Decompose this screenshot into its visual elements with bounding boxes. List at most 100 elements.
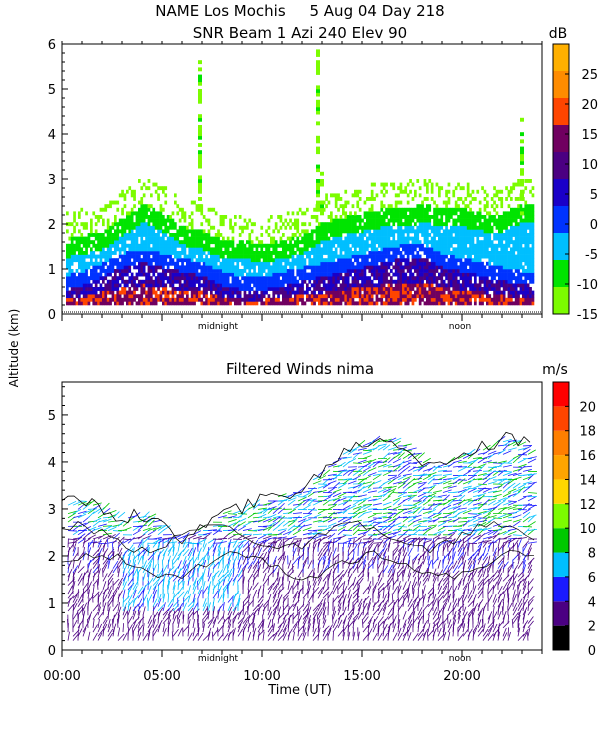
snr-cell xyxy=(174,265,177,270)
snr-cell xyxy=(522,236,525,241)
snr-cell xyxy=(375,236,379,241)
snr-colorbar-swatch xyxy=(553,206,569,233)
snr-cell xyxy=(373,225,376,230)
wind-barb xyxy=(82,572,86,582)
snr-cell xyxy=(205,297,208,302)
snr-cell xyxy=(174,247,177,252)
snr-cell xyxy=(66,301,69,306)
snr-cell xyxy=(116,207,120,212)
snr-cell xyxy=(354,265,357,270)
snr-cell xyxy=(524,283,528,288)
snr-cell xyxy=(524,211,528,216)
snr-cell xyxy=(505,229,508,234)
snr-cell xyxy=(150,294,153,299)
snr-cell xyxy=(140,265,144,270)
snr-cell xyxy=(510,222,513,227)
snr-cell xyxy=(368,276,372,281)
snr-cell xyxy=(195,269,199,273)
snr-cell xyxy=(531,204,535,209)
snr-cell xyxy=(73,225,76,230)
snr-cell xyxy=(118,251,122,255)
snr-cell xyxy=(190,236,194,241)
snr-cell xyxy=(140,243,144,248)
snr-cell xyxy=(289,279,292,284)
snr-cell xyxy=(133,279,136,284)
snr-cell xyxy=(519,240,523,245)
wind-barb xyxy=(122,602,128,612)
snr-cell xyxy=(162,272,165,277)
snr-cell xyxy=(94,297,98,302)
wind-barb xyxy=(97,543,103,552)
snr-cell xyxy=(392,294,396,299)
snr-cell xyxy=(140,233,144,237)
snr-cell xyxy=(267,265,271,270)
snr-cell xyxy=(169,215,172,219)
snr-cell xyxy=(490,301,494,306)
snr-cell xyxy=(210,254,213,259)
snr-cell xyxy=(375,276,379,281)
wind-barb xyxy=(107,598,114,607)
wind-barb xyxy=(97,507,105,514)
snr-cell xyxy=(454,265,458,270)
snr-cell xyxy=(78,297,81,302)
snr-cell xyxy=(378,297,381,302)
snr-cell xyxy=(250,265,254,270)
wind-barb xyxy=(97,512,106,519)
snr-cell xyxy=(529,269,532,273)
snr-cell xyxy=(73,218,76,223)
snr-cell xyxy=(289,269,292,273)
snr-cell xyxy=(358,207,362,212)
snr-cell xyxy=(157,225,160,230)
snr-cell xyxy=(337,265,340,270)
snr-cell xyxy=(316,207,320,212)
snr-cell xyxy=(500,189,504,194)
snr-cell xyxy=(490,229,494,234)
snr-cell xyxy=(198,161,202,165)
snr-cell xyxy=(426,265,429,270)
snr-cell xyxy=(462,301,465,306)
snr-cell xyxy=(416,290,420,295)
snr-cell xyxy=(411,197,415,201)
snr-cell xyxy=(166,215,170,219)
wind-barb xyxy=(112,578,120,586)
snr-cell xyxy=(97,272,100,277)
snr-cell xyxy=(147,229,151,234)
snr-cell xyxy=(80,272,84,277)
snr-cell xyxy=(447,290,451,295)
snr-cell xyxy=(316,60,320,65)
snr-cell xyxy=(356,265,360,270)
snr-cell xyxy=(272,287,276,291)
snr-cell xyxy=(250,287,254,291)
snr-cell xyxy=(406,200,410,205)
snr-cell xyxy=(500,265,504,270)
snr-cell xyxy=(392,218,396,223)
snr-cell xyxy=(78,254,81,259)
snr-cell xyxy=(390,279,393,284)
snr-cell xyxy=(399,207,403,212)
snr-cell xyxy=(152,301,156,306)
snr-cell xyxy=(382,251,386,255)
snr-cell xyxy=(428,207,432,212)
snr-cell xyxy=(459,269,463,273)
snr-cell xyxy=(459,272,463,277)
snr-cell xyxy=(514,218,518,223)
snr-cell xyxy=(433,218,436,223)
snr-cell xyxy=(392,233,396,237)
snr-cell xyxy=(493,222,496,227)
snr-cell xyxy=(85,290,88,295)
snr-cell xyxy=(330,243,333,248)
snr-cell xyxy=(474,254,477,259)
snr-cell xyxy=(200,254,204,259)
snr-cell xyxy=(133,189,136,194)
snr-cell xyxy=(82,276,86,281)
snr-cell xyxy=(116,222,120,227)
snr-cell xyxy=(524,236,528,241)
snr-cell xyxy=(224,287,228,291)
snr-cell xyxy=(162,215,165,219)
snr-cell xyxy=(145,276,148,281)
snr-cell xyxy=(334,297,338,302)
snr-cell xyxy=(270,243,273,248)
snr-cell xyxy=(294,251,297,255)
snr-cell xyxy=(190,229,194,234)
snr-cell xyxy=(435,294,439,299)
